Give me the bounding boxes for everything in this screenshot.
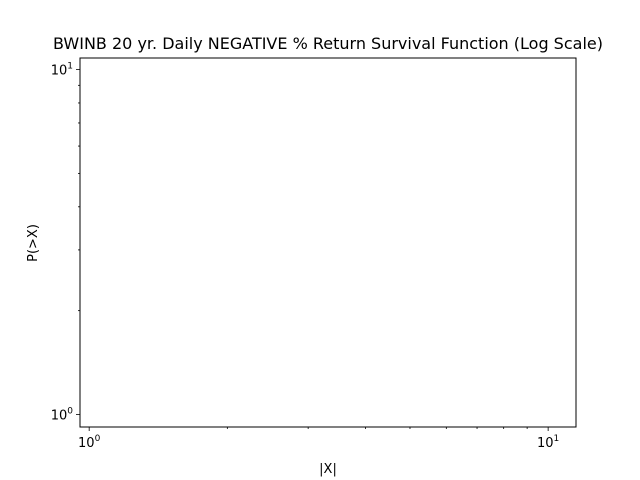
axes-frame — [79, 57, 577, 428]
plot-area: 100 101 100 101 — [51, 57, 577, 451]
chart-title: BWINB 20 yr. Daily NEGATIVE % Return Sur… — [53, 34, 603, 53]
x-tick-label: 101 — [537, 434, 559, 451]
x-tick-label: 100 — [78, 434, 101, 451]
y-tick-label: 101 — [51, 62, 73, 79]
y-axis-label: P(>X) — [26, 224, 41, 262]
y-tick-label: 100 — [51, 407, 74, 424]
x-axis-label: |X| — [319, 462, 337, 477]
